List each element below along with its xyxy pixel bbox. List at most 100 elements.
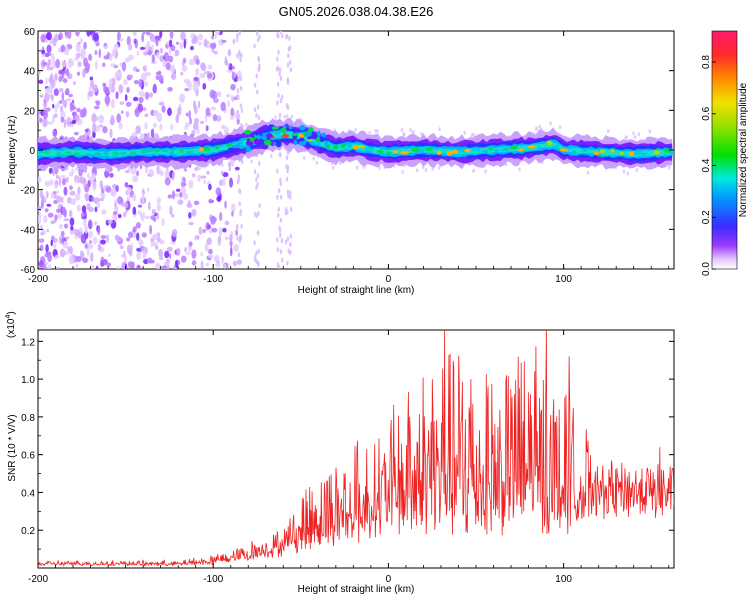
noise-speck — [145, 71, 151, 77]
noise-speck — [141, 32, 145, 43]
noise-streak — [238, 201, 241, 207]
noise-speck — [52, 237, 58, 244]
noise-speck — [61, 177, 67, 186]
noise-streak — [289, 241, 292, 247]
noise-streak — [285, 176, 289, 182]
noise-speck — [74, 56, 79, 62]
noise-speck — [189, 58, 195, 66]
noise-speck — [227, 63, 231, 68]
ridge-blob — [669, 150, 674, 156]
noise-speck — [210, 215, 216, 225]
noise-speck — [124, 94, 128, 102]
noise-speck — [156, 51, 160, 59]
noise-speck — [87, 172, 90, 179]
noise-speck — [184, 168, 187, 172]
noise-speck — [89, 79, 95, 88]
colorbar-ticks: 0.0 0.2 0.4 0.6 0.8 — [701, 55, 716, 276]
noise-streak — [289, 59, 292, 65]
noise-speck — [231, 210, 234, 217]
noise-speck — [47, 121, 53, 125]
noise-speck — [213, 50, 219, 55]
noise-streak — [286, 209, 289, 215]
noise-streak — [253, 107, 257, 113]
noise-speck — [40, 33, 47, 43]
noise-streak — [276, 168, 279, 174]
noise-speck — [229, 234, 233, 243]
noise-speck — [100, 235, 107, 240]
colorbar-tick-label: 0.6 — [701, 106, 712, 120]
noise-speck — [50, 94, 54, 102]
bulge-blob — [265, 133, 273, 138]
noise-speck — [170, 124, 174, 131]
noise-speck — [54, 254, 60, 259]
noise-speck — [116, 113, 122, 123]
noise-speck — [45, 251, 52, 255]
noise-speck — [210, 106, 217, 111]
ridge-blob — [332, 144, 339, 150]
noise-speck — [221, 255, 224, 264]
faint-speck — [637, 132, 641, 137]
noise-speck — [65, 176, 69, 183]
noise-speck — [175, 41, 180, 45]
noise-streak — [237, 113, 240, 119]
noise-speck — [97, 226, 101, 236]
bulge-blob — [320, 132, 327, 138]
noise-speck — [84, 244, 88, 249]
noise-streak — [279, 76, 283, 82]
noise-speck — [117, 213, 122, 219]
bulge-blob — [261, 133, 268, 141]
noise-speck — [231, 66, 236, 70]
noise-speck — [156, 202, 161, 212]
noise-speck — [198, 226, 203, 235]
snr-frame — [37, 329, 675, 569]
ridge-blob — [340, 143, 346, 149]
noise-speck — [203, 38, 208, 48]
noise-speck — [167, 86, 173, 92]
ridge-blob — [346, 143, 353, 149]
noise-speck — [74, 178, 79, 184]
ridge-blob — [633, 151, 642, 156]
ridge-blob — [225, 143, 233, 147]
noise-speck — [144, 113, 149, 118]
bulge-blob — [312, 133, 318, 138]
noise-streak — [276, 246, 280, 252]
faint-speck — [625, 135, 628, 140]
noise-speck — [59, 88, 64, 93]
noise-speck — [171, 228, 178, 238]
noise-streak — [258, 34, 261, 40]
ridge-blob — [481, 149, 489, 154]
noise-speck — [89, 264, 95, 269]
noise-speck — [44, 32, 47, 36]
noise-speck — [108, 83, 112, 93]
noise-speck — [204, 242, 209, 252]
noise-streak — [258, 203, 261, 209]
noise-speck — [211, 47, 215, 53]
noise-speck — [38, 115, 41, 122]
noise-streak — [285, 33, 289, 39]
noise-streak — [277, 188, 281, 194]
noise-speck — [136, 251, 142, 261]
noise-speck — [211, 227, 218, 233]
snr-scale-prefix: (x10 — [6, 318, 17, 338]
ridge-blob — [663, 148, 671, 153]
noise-speck — [123, 211, 127, 218]
noise-speck — [86, 203, 91, 211]
noise-speck — [175, 113, 180, 124]
snr-marks — [38, 330, 674, 568]
noise-speck — [38, 238, 44, 243]
noise-speck — [80, 212, 85, 219]
noise-speck — [58, 32, 63, 40]
noise-speck — [71, 119, 77, 124]
faint-speck — [368, 130, 371, 135]
bulge-blob — [317, 149, 324, 154]
y-tick-label: 0 — [29, 146, 35, 157]
noise-speck — [227, 49, 232, 57]
noise-streak — [255, 73, 258, 79]
ridge-blob — [130, 151, 137, 156]
bulge-blob — [253, 138, 261, 145]
noise-speck — [164, 250, 170, 259]
noise-speck — [136, 170, 140, 177]
noise-streak — [239, 103, 243, 109]
noise-speck — [231, 71, 235, 81]
